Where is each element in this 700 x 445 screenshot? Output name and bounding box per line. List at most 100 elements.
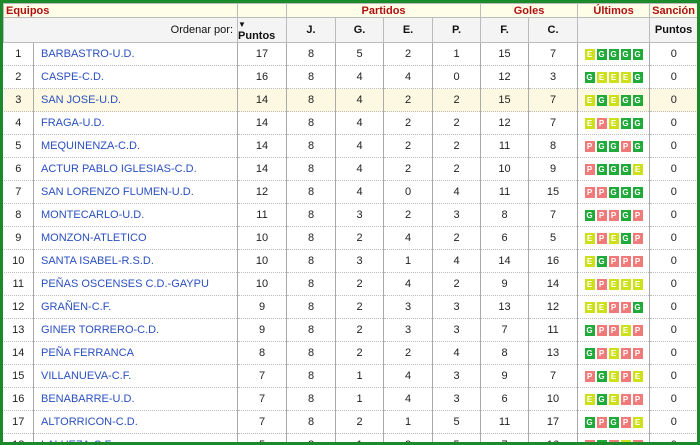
result-badge-E: E — [584, 94, 595, 106]
sancion-cell: 0 — [649, 410, 697, 434]
sancion-cell: 0 — [649, 65, 697, 89]
c-cell: 10 — [528, 387, 578, 411]
team-link[interactable]: MONZON-ATLETICO — [32, 226, 238, 250]
e-cell: 2 — [383, 111, 433, 135]
table-row: 11 PEÑAS OSCENSES C.D.-GAYPU 10 8 2 4 2 9 14 E P E E… — [3, 272, 697, 296]
pts-cell: 17 — [237, 42, 287, 66]
result-badge-G: G — [632, 117, 643, 129]
j-cell: 8 — [286, 226, 336, 250]
result-badge-P: P — [584, 140, 595, 152]
e-cell: 3 — [383, 318, 433, 342]
result-badge-P: P — [620, 416, 631, 428]
result-badge-G: G — [584, 416, 595, 428]
sancion-cell: 0 — [649, 249, 697, 273]
team-link[interactable]: SAN JOSE-U.D. — [32, 88, 238, 112]
pts-cell: 10 — [237, 226, 287, 250]
team-link[interactable]: SAN LORENZO FLUMEN-U.D. — [32, 180, 238, 204]
table-row: 8 MONTECARLO-U.D. 11 8 3 2 3 8 7 G P P G P 0 — [3, 203, 697, 227]
result-badge-E: E — [620, 71, 631, 83]
sort-puntos[interactable]: ▼ Puntos — [237, 17, 288, 43]
result-badge-P: P — [596, 209, 607, 221]
result-badge-G: G — [596, 140, 607, 152]
p-cell: 2 — [432, 272, 481, 296]
team-link[interactable]: MEQUINENZA-C.D. — [32, 134, 238, 158]
sancion-header: Sanción — [649, 3, 697, 18]
pos-cell: 13 — [3, 318, 34, 342]
table-row: 2 CASPE-C.D. 16 8 4 4 0 12 3 G E E E G 0 — [3, 65, 697, 89]
table-row: 13 GINER TORRERO-C.D. 9 8 2 3 3 7 11 G P P E P 0 — [3, 318, 697, 342]
team-link[interactable]: BARBASTRO-U.D. — [32, 42, 238, 66]
team-link[interactable]: LALUEZA-C.F. — [32, 433, 238, 442]
team-link[interactable]: PEÑA FERRANCA — [32, 341, 238, 365]
team-link[interactable]: FRAGA-U.D. — [32, 111, 238, 135]
g-cell: 4 — [335, 88, 384, 112]
table-row: 4 FRAGA-U.D. 14 8 4 2 2 12 7 E P E G G 0 — [3, 111, 697, 135]
e-cell: 4 — [383, 226, 433, 250]
result-badge-G: G — [632, 94, 643, 106]
p-cell: 3 — [432, 387, 481, 411]
j-cell: 8 — [286, 341, 336, 365]
result-badge-G: G — [632, 186, 643, 198]
g-cell: 4 — [335, 111, 384, 135]
c-cell: 12 — [528, 295, 578, 319]
ordenar-label: Ordenar por: — [170, 24, 234, 36]
j-cell: 8 — [286, 249, 336, 273]
pos-cell: 1 — [3, 42, 34, 66]
team-link[interactable]: ACTUR PABLO IGLESIAS-C.D. — [32, 157, 238, 181]
result-badge-E: E — [632, 370, 643, 382]
table-row: 6 ACTUR PABLO IGLESIAS-C.D. 14 8 4 2 2 10 9 P G G G E… — [3, 157, 697, 181]
p-cell: 4 — [432, 249, 481, 273]
sancion-cell: 0 — [649, 433, 697, 442]
table-row: 10 SANTA ISABEL-R.S.D. 10 8 3 1 4 14 16 E G P P P 0 — [3, 249, 697, 273]
g-cell: 2 — [335, 318, 384, 342]
result-badge-G: G — [596, 94, 607, 106]
result-badge-G: G — [596, 439, 607, 442]
team-link[interactable]: CASPE-C.D. — [32, 65, 238, 89]
j-cell: 8 — [286, 203, 336, 227]
sancion-cell: 0 — [649, 180, 697, 204]
result-badge-E: E — [608, 94, 619, 106]
e-cell: 2 — [383, 88, 433, 112]
team-link[interactable]: ALTORRICON-C.D. — [32, 410, 238, 434]
table-row: 7 SAN LORENZO FLUMEN-U.D. 12 8 4 0 4 11 15 P P G G G 0 — [3, 180, 697, 204]
sort-control[interactable]: Ordenar por: — [3, 17, 239, 43]
g-cell: 1 — [335, 364, 384, 388]
pts-cell: 14 — [237, 157, 287, 181]
team-link[interactable]: VILLANUEVA-C.F. — [32, 364, 238, 388]
f-cell: 11 — [480, 410, 529, 434]
result-badge-G: G — [584, 71, 595, 83]
p-cell: 2 — [432, 111, 481, 135]
team-link[interactable]: GRAÑEN-C.F. — [32, 295, 238, 319]
team-link[interactable]: GINER TORRERO-C.D. — [32, 318, 238, 342]
c-cell: 7 — [528, 111, 578, 135]
pts-cell: 14 — [237, 134, 287, 158]
result-badge-G: G — [632, 48, 643, 60]
result-badge-G: G — [620, 232, 631, 244]
f-header: F. — [480, 17, 530, 43]
sancion-cell: 0 — [649, 387, 697, 411]
result-badge-P: P — [584, 186, 595, 198]
c-cell: 7 — [528, 88, 578, 112]
e-cell: 4 — [383, 65, 433, 89]
result-badge-P: P — [596, 186, 607, 198]
c-cell: 8 — [528, 134, 578, 158]
team-link[interactable]: PEÑAS OSCENSES C.D.-GAYPU — [32, 272, 238, 296]
sancion-cell: 0 — [649, 272, 697, 296]
team-link[interactable]: MONTECARLO-U.D. — [32, 203, 238, 227]
p-cell: 5 — [432, 433, 481, 442]
team-link[interactable]: BENABARRE-U.D. — [32, 387, 238, 411]
result-badge-G: G — [596, 48, 607, 60]
result-badge-P: P — [620, 255, 631, 267]
e-cell: 3 — [383, 295, 433, 319]
result-badge-G: G — [620, 117, 631, 129]
table-row: 14 PEÑA FERRANCA 8 8 2 2 4 8 13 G P E P P 0 — [3, 341, 697, 365]
p-cell: 2 — [432, 157, 481, 181]
result-badge-P: P — [620, 370, 631, 382]
pos-cell: 4 — [3, 111, 34, 135]
sancion-puntos-header: Puntos — [649, 17, 697, 43]
team-link[interactable]: SANTA ISABEL-R.S.D. — [32, 249, 238, 273]
j-cell: 8 — [286, 364, 336, 388]
